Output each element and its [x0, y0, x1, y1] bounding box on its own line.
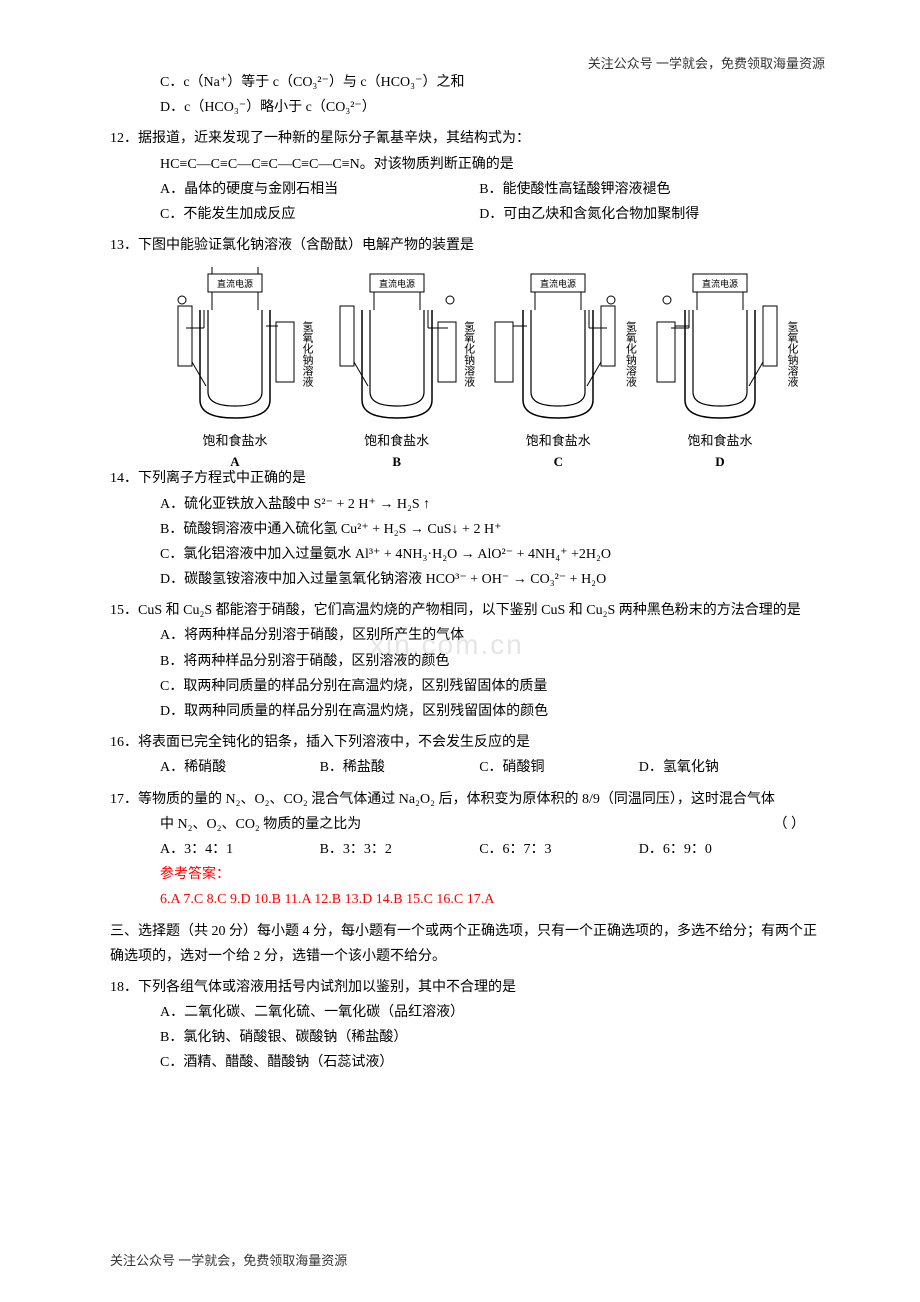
- q12: 12．据报道，近来发现了一种新的星际分子氰基辛炔，其结构式为： HC≡C—C≡C…: [110, 126, 825, 227]
- device-C: 直流电源 氢氧化钠溶液 饱和食盐水 C: [483, 266, 633, 456]
- device-B-letter: B: [322, 450, 472, 473]
- q13-lead: 13．下图中能验证氯化钠溶液（含酚酞）电解产物的装置是: [110, 233, 825, 258]
- device-D-bottom: 饱和食盐水: [645, 434, 795, 448]
- q16-C: C．硝酸铜: [479, 755, 639, 780]
- q16-A: A．稀硝酸: [160, 755, 320, 780]
- q17-B: B．3：3：2: [320, 837, 480, 862]
- q17-lead1: 17．等物质的量的 N₂、O₂、CO₂ 混合气体通过 Na₂O₂ 后，体积变为原…: [110, 787, 825, 812]
- device-A: 直流电源 氢氧化钠溶液 饱和食盐水 A: [160, 266, 310, 456]
- q18-C: C．酒精、醋酸、醋酸钠（石蕊试液）: [110, 1050, 825, 1075]
- q18: 18．下列各组气体或溶液用括号内试剂加以鉴别，其中不合理的是 A．二氧化碳、二氧…: [110, 975, 825, 1076]
- svg-text:直流电源: 直流电源: [540, 278, 576, 289]
- q15-lead: 15．CuS 和 Cu₂S 都能溶于硝酸，它们高温灼烧的产物相同，以下鉴别 Cu…: [110, 598, 825, 623]
- q12-C: C．不能发生加成反应: [160, 202, 479, 227]
- device-C-svg: 直流电源: [483, 266, 633, 426]
- device-D: 直流电源 氢氧化钠溶液 饱和食盐水 D: [645, 266, 795, 456]
- q18-B: B．氯化钠、硝酸银、碳酸钠（稀盐酸）: [110, 1025, 825, 1050]
- device-B-svg: 直流电源: [322, 266, 472, 426]
- device-D-letter: D: [645, 450, 795, 473]
- q14: 14．下列离子方程式中正确的是 A．硫化亚铁放入盐酸中 S²⁻ + 2 H⁺ →…: [110, 466, 825, 592]
- q12-row2: C．不能发生加成反应 D．可由乙炔和含氮化合物加聚制得: [110, 202, 825, 227]
- q15-B: B．将两种样品分别溶于硝酸，区别溶液的颜色: [110, 649, 825, 674]
- q16-opts: A．稀硝酸 B．稀盐酸 C．硝酸铜 D．氢氧化钠: [110, 755, 825, 780]
- q16-B: B．稀盐酸: [320, 755, 480, 780]
- device-B-bottom: 饱和食盐水: [322, 434, 472, 448]
- svg-text:直流电源: 直流电源: [702, 278, 738, 289]
- q14-C: C．氯化铝溶液中加入过量氨水 Al³⁺ + 4NH₃·H₂O → AlO²⁻ +…: [110, 542, 825, 567]
- q15-A: A．将两种样品分别溶于硝酸，区别所产生的气体: [110, 623, 825, 648]
- device-B: 直流电源 氢氧化钠溶液 饱和食盐水 B: [322, 266, 472, 456]
- q17-D: D．6：9：0: [639, 837, 799, 862]
- q14-D: D．碳酸氢铵溶液中加入过量氢氧化钠溶液 HCO³⁻ + OH⁻ → CO₃²⁻ …: [110, 567, 825, 592]
- svg-text:直流电源: 直流电源: [379, 278, 415, 289]
- q12-lead: 12．据报道，近来发现了一种新的星际分子氰基辛炔，其结构式为：: [110, 126, 825, 151]
- q14-B: B．硫酸铜溶液中通入硫化氢 Cu²⁺ + H₂S → CuS↓ + 2 H⁺: [110, 517, 825, 542]
- section3: 三、选择题（共 20 分）每小题 4 分，每小题有一个或两个正确选项，只有一个正…: [110, 919, 825, 969]
- device-B-side: 氢氧化钠溶液: [460, 321, 474, 387]
- header-note: 关注公众号 一学就会，免费领取海量资源: [588, 52, 825, 75]
- device-C-bottom: 饱和食盐水: [483, 434, 633, 448]
- q15-D: D．取两种同质量的样品分别在高温灼烧，区别残留固体的颜色: [110, 699, 825, 724]
- q17: 17．等物质的量的 N₂、O₂、CO₂ 混合气体通过 Na₂O₂ 后，体积变为原…: [110, 787, 825, 913]
- q15-C: C．取两种同质量的样品分别在高温灼烧，区别残留固体的质量: [110, 674, 825, 699]
- q12-D: D．可由乙炔和含氮化合物加聚制得: [479, 202, 798, 227]
- section3-text: 三、选择题（共 20 分）每小题 4 分，每小题有一个或两个正确选项，只有一个正…: [110, 919, 825, 969]
- device-A-bottom: 饱和食盐水: [160, 434, 310, 448]
- q17-bracket: （ ）: [774, 812, 806, 837]
- device-A-letter: A: [160, 450, 310, 473]
- q15: 15．CuS 和 Cu₂S 都能溶于硝酸，它们高温灼烧的产物相同，以下鉴别 Cu…: [110, 598, 825, 724]
- q12-formula: HC≡C—C≡C—C≡C—C≡C—C≡N。对该物质判断正确的是: [110, 152, 825, 177]
- q18-A: A．二氧化碳、二氧化硫、一氧化碳（品红溶液）: [110, 1000, 825, 1025]
- q17-A: A．3：4：1: [160, 837, 320, 862]
- q14-A: A．硫化亚铁放入盐酸中 S²⁻ + 2 H⁺ → H₂S ↑: [110, 492, 825, 517]
- device-D-svg: 直流电源: [645, 266, 795, 426]
- q15-lead-text: 15．CuS 和 Cu₂S 都能溶于硝酸，它们高温灼烧的产物相同，以下鉴别 Cu…: [110, 603, 801, 618]
- device-C-side: 氢氧化钠溶液: [621, 321, 635, 387]
- q13: 13．下图中能验证氯化钠溶液（含酚酞）电解产物的装置是 直流电源 氢氧化钠溶液 …: [110, 233, 825, 460]
- device-D-side: 氢氧化钠溶液: [783, 321, 797, 387]
- answers-line: 6.A 7.C 8.C 9.D 10.B 11.A 12.B 13.D 14.B…: [110, 887, 825, 912]
- q17-C: C．6：7：3: [479, 837, 639, 862]
- q16: 16．将表面已完全钝化的铝条，插入下列溶液中，不会发生反应的是 A．稀硝酸 B．…: [110, 730, 825, 780]
- q13-images: 直流电源 氢氧化钠溶液 饱和食盐水 A 直流电源: [110, 258, 825, 460]
- q16-D: D．氢氧化钠: [639, 755, 799, 780]
- q17-lead2: 中 N₂、O₂、CO₂ 物质的量之比为: [160, 812, 361, 837]
- q11-options: C．c（Na⁺）等于 c（CO₃²⁻）与 c（HCO₃⁻）之和 D．c（HCO₃…: [110, 70, 825, 120]
- answers-label: 参考答案：: [110, 862, 825, 887]
- q17-opts: A．3：4：1 B．3：3：2 C．6：7：3 D．6：9：0: [110, 837, 825, 862]
- device-C-letter: C: [483, 450, 633, 473]
- q11-optD: D．c（HCO₃⁻）略小于 c（CO₃²⁻）: [110, 95, 825, 120]
- q12-B: B．能使酸性高锰酸钾溶液褪色: [479, 177, 798, 202]
- power-label: 直流电源: [217, 278, 253, 289]
- footer-note: 关注公众号 一学就会，免费领取海量资源: [110, 1249, 347, 1272]
- q16-lead: 16．将表面已完全钝化的铝条，插入下列溶液中，不会发生反应的是: [110, 730, 825, 755]
- q18-lead: 18．下列各组气体或溶液用括号内试剂加以鉴别，其中不合理的是: [110, 975, 825, 1000]
- device-A-svg: 直流电源: [160, 266, 310, 426]
- q12-row1: A．晶体的硬度与金刚石相当 B．能使酸性高锰酸钾溶液褪色: [110, 177, 825, 202]
- device-A-side: 氢氧化钠溶液: [298, 321, 312, 387]
- q12-A: A．晶体的硬度与金刚石相当: [160, 177, 479, 202]
